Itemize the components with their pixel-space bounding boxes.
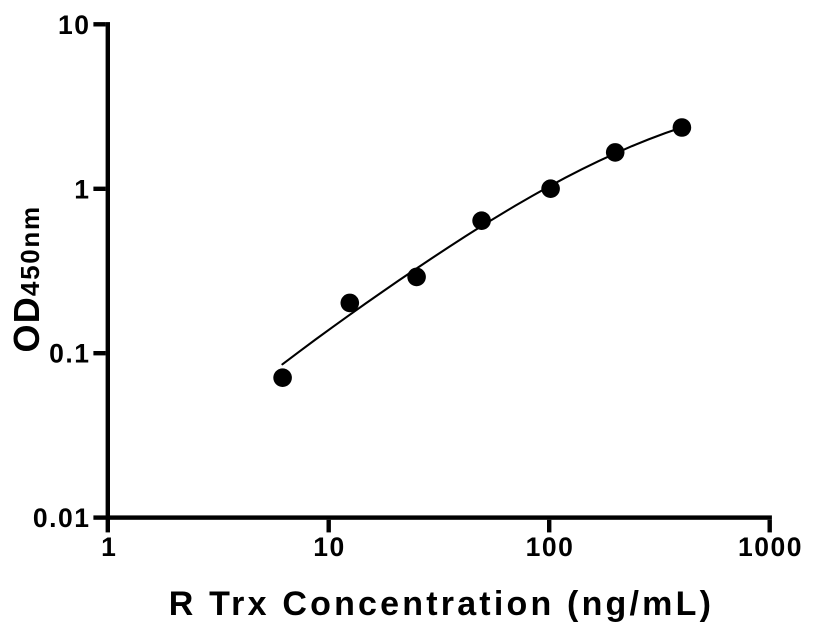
svg-text:1: 1	[101, 532, 117, 562]
svg-text:0.01: 0.01	[33, 503, 91, 533]
svg-text:OD450nm: OD450nm	[6, 205, 47, 352]
svg-text:1: 1	[74, 174, 90, 204]
svg-text:1000: 1000	[738, 532, 803, 562]
svg-text:10: 10	[58, 10, 90, 40]
svg-text:R Trx Concentration (ng/mL): R Trx Concentration (ng/mL)	[169, 585, 714, 623]
svg-text:10: 10	[313, 532, 345, 562]
svg-text:100: 100	[526, 532, 575, 562]
svg-text:0.1: 0.1	[49, 339, 90, 369]
